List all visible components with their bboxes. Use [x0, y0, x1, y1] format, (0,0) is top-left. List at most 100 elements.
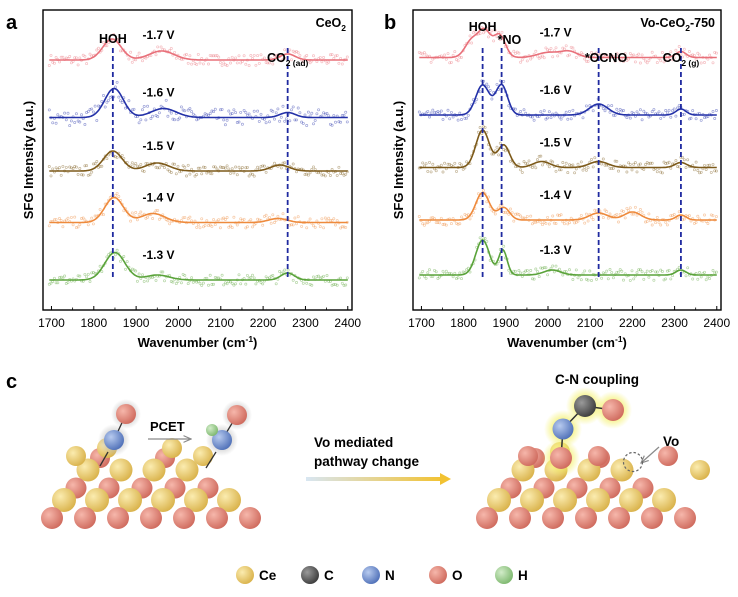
data-point	[212, 165, 216, 169]
data-point	[74, 112, 78, 116]
series-line	[49, 87, 348, 119]
data-point	[195, 225, 199, 229]
data-point	[98, 164, 102, 168]
data-point	[677, 210, 681, 214]
data-point	[312, 275, 315, 279]
data-point	[105, 44, 109, 48]
data-point	[239, 217, 243, 221]
data-point	[317, 274, 321, 278]
data-point	[259, 281, 263, 284]
data-point	[254, 63, 258, 67]
data-point	[493, 149, 497, 153]
data-point	[628, 206, 632, 210]
data-point	[537, 56, 541, 60]
data-point	[190, 110, 194, 114]
data-point	[113, 155, 117, 159]
data-point	[345, 55, 349, 59]
data-point	[257, 218, 261, 222]
data-point	[154, 209, 158, 213]
data-point	[519, 214, 523, 218]
data-point	[205, 171, 209, 175]
data-point	[509, 207, 512, 211]
data-point	[71, 223, 75, 227]
data-point	[168, 169, 172, 173]
data-point	[554, 169, 558, 173]
data-point	[544, 117, 548, 121]
data-point	[317, 108, 321, 112]
data-point	[264, 121, 268, 125]
data-point	[645, 219, 649, 223]
o-atom	[239, 507, 261, 529]
data-point	[198, 281, 202, 285]
data-point	[632, 162, 636, 166]
data-point	[429, 170, 433, 174]
ce-atom	[520, 488, 544, 512]
data-point	[606, 277, 610, 281]
data-point	[547, 165, 551, 169]
data-point	[134, 161, 138, 165]
data-point	[52, 218, 56, 222]
data-point	[517, 213, 521, 216]
data-point	[88, 52, 92, 56]
data-point	[78, 274, 82, 278]
legend-item-h: H	[495, 566, 528, 584]
data-point	[529, 269, 533, 272]
data-point	[173, 50, 177, 54]
data-point	[318, 225, 322, 229]
data-point	[122, 209, 126, 213]
data-point	[682, 217, 686, 221]
vo-label: Vo	[663, 434, 679, 449]
data-point	[56, 281, 60, 285]
data-point	[524, 111, 528, 115]
data-point	[169, 111, 173, 115]
data-point	[137, 51, 141, 55]
data-point	[708, 277, 712, 281]
data-point	[201, 281, 205, 285]
data-point	[130, 267, 134, 271]
plot-frame	[42, 9, 353, 311]
data-point	[332, 114, 336, 118]
data-point	[210, 172, 214, 176]
data-point	[262, 56, 266, 60]
data-point	[713, 50, 717, 54]
data-point	[164, 218, 168, 222]
data-point	[615, 212, 619, 216]
data-point	[524, 216, 528, 220]
data-point	[127, 57, 131, 61]
data-point	[115, 37, 119, 41]
peak-marker-label: CO2 (g)	[663, 51, 700, 68]
data-point	[256, 165, 260, 169]
data-point	[520, 170, 524, 174]
data-point	[433, 268, 436, 272]
data-point	[49, 174, 53, 178]
data-point	[288, 223, 292, 227]
data-point	[566, 117, 570, 121]
data-point	[257, 61, 261, 65]
x-tick-label: 1900	[492, 316, 519, 330]
data-point	[113, 193, 117, 197]
data-point	[591, 218, 595, 221]
data-point	[574, 220, 578, 224]
cn-coupling-label: C-N coupling	[555, 372, 639, 387]
data-point	[76, 172, 80, 176]
data-point	[664, 109, 668, 112]
data-point	[327, 114, 331, 118]
data-point	[85, 111, 89, 114]
chart-a: 1700 1800 1900 2000 2100 2200 2300 2400 Wavenumb…	[21, 9, 361, 350]
data-point	[608, 268, 612, 271]
data-point	[80, 113, 83, 117]
data-point	[473, 29, 477, 33]
data-point	[490, 97, 494, 101]
data-point	[135, 164, 139, 168]
data-point	[208, 53, 212, 57]
data-point	[537, 154, 541, 158]
data-point	[625, 116, 629, 120]
data-point	[119, 49, 122, 53]
data-point	[561, 46, 565, 50]
data-point	[448, 117, 452, 121]
data-point	[115, 155, 119, 159]
data-point	[76, 225, 80, 229]
data-point	[232, 283, 236, 287]
data-point	[135, 218, 139, 222]
ce-atom	[487, 488, 511, 512]
